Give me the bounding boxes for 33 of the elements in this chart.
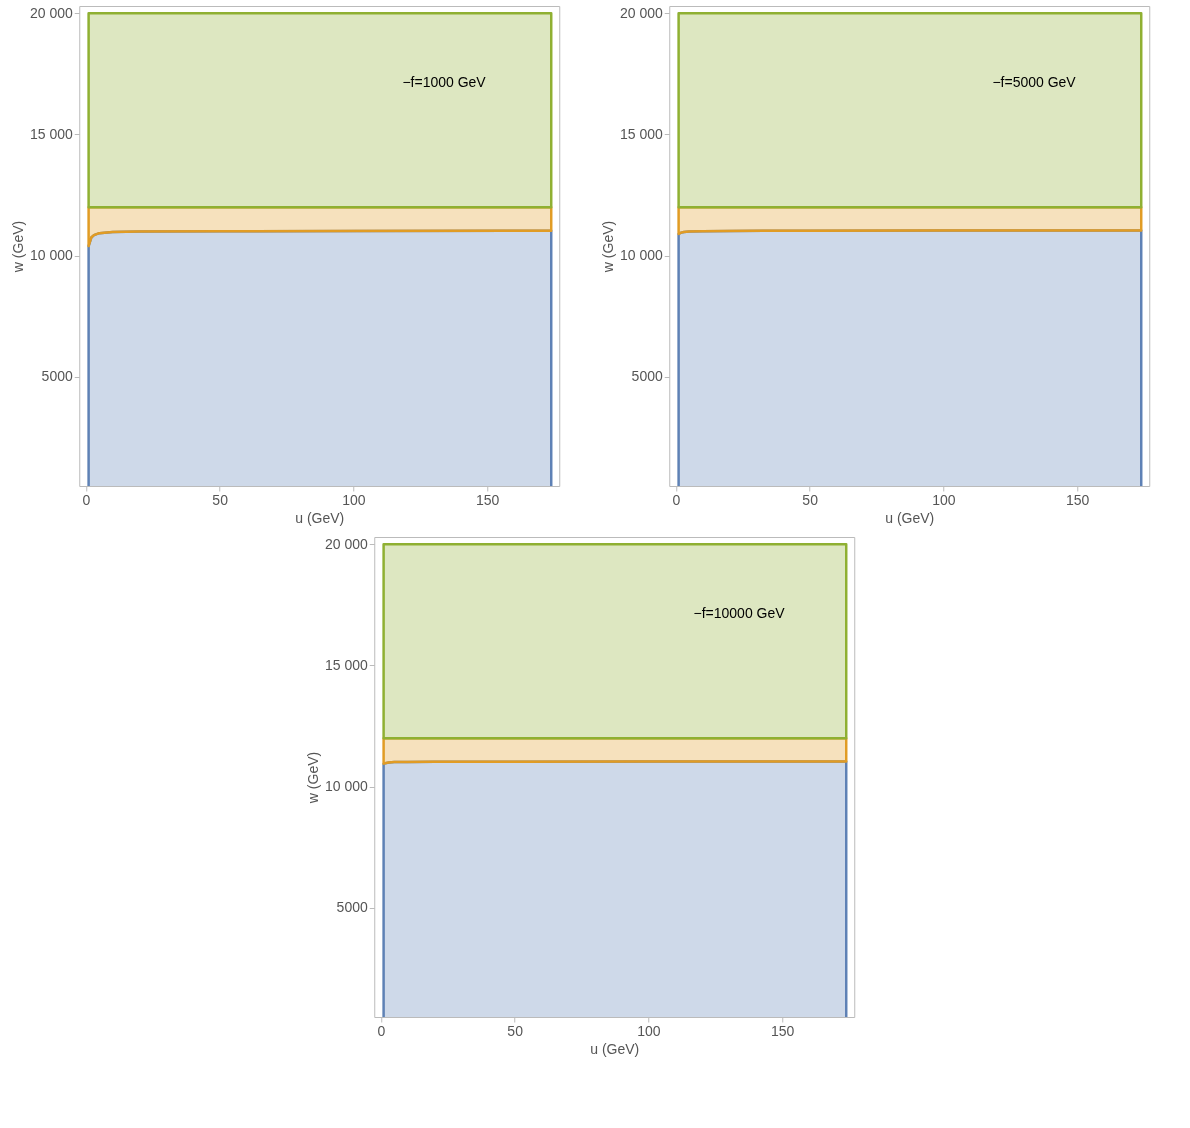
y-tick-label: 5000 (41, 368, 73, 385)
y-tick-label: 10 000 (29, 247, 73, 264)
annotation: −f=10000 GeV (693, 604, 786, 621)
y-axis-title: w (GeV) (9, 220, 26, 274)
y-axis-title: w (GeV) (599, 220, 616, 274)
x-tick-label: 150 (475, 491, 500, 508)
x-axis-title: u (GeV) (885, 509, 935, 526)
y-tick-label: 5000 (336, 899, 368, 916)
x-tick-label: 150 (1065, 491, 1090, 508)
x-tick-label: 50 (802, 491, 819, 508)
annotation: −f=5000 GeV (992, 73, 1077, 90)
y-tick-label: 10 000 (324, 778, 368, 795)
x-tick-label: 100 (932, 491, 956, 508)
x-tick-label: 100 (637, 1022, 661, 1039)
y-tick-label: 5000 (631, 368, 663, 385)
x-axis-title: u (GeV) (295, 509, 345, 526)
y-axis-title: w (GeV) (304, 751, 321, 805)
y-tick-label: 15 000 (619, 125, 663, 142)
y-tick-label: 10 000 (619, 247, 663, 264)
x-tick-label: 0 (82, 491, 91, 508)
x-axis-title: u (GeV) (590, 1040, 640, 1057)
y-tick-label: 15 000 (29, 125, 73, 142)
y-tick-label: 15 000 (324, 656, 368, 673)
x-tick-label: 0 (377, 1022, 386, 1039)
x-tick-label: 50 (212, 491, 229, 508)
y-tick-label: 20 000 (29, 4, 73, 21)
x-tick-label: 100 (342, 491, 366, 508)
x-tick-label: 150 (770, 1022, 795, 1039)
x-tick-label: 0 (672, 491, 681, 508)
y-tick-label: 20 000 (619, 4, 663, 21)
x-tick-label: 50 (507, 1022, 524, 1039)
annotation: −f=1000 GeV (402, 73, 487, 90)
y-tick-label: 20 000 (324, 535, 368, 552)
